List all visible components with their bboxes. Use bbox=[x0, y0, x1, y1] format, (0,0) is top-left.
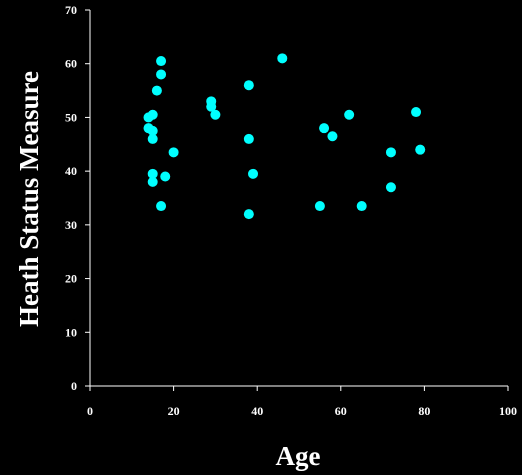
data-point bbox=[243, 209, 254, 220]
data-point bbox=[147, 168, 158, 179]
data-point bbox=[206, 101, 217, 112]
y-ticks: 0 10 20 30 40 50 60 70 bbox=[65, 3, 90, 393]
y-tick-label: 30 bbox=[65, 218, 77, 232]
x-tick-label: 40 bbox=[251, 404, 263, 418]
data-point bbox=[151, 85, 162, 96]
data-point bbox=[327, 131, 338, 142]
data-point bbox=[160, 171, 171, 182]
data-point bbox=[147, 125, 158, 136]
x-tick-label: 80 bbox=[418, 404, 430, 418]
data-points bbox=[143, 53, 426, 220]
data-point bbox=[385, 147, 396, 158]
data-point bbox=[248, 168, 259, 179]
y-axis-title: Heath Status Measure bbox=[14, 71, 44, 327]
data-point bbox=[314, 201, 325, 212]
data-point bbox=[277, 53, 288, 64]
x-axis-title: Age bbox=[276, 441, 321, 471]
data-point bbox=[319, 123, 330, 134]
data-point bbox=[344, 109, 355, 120]
data-point bbox=[156, 201, 167, 212]
axes bbox=[89, 10, 508, 387]
x-ticks: 0 20 40 60 80 100 bbox=[87, 386, 517, 418]
y-tick-label: 0 bbox=[71, 379, 77, 393]
data-point bbox=[168, 147, 179, 158]
data-point bbox=[415, 144, 426, 155]
x-tick-label: 20 bbox=[168, 404, 180, 418]
data-point bbox=[156, 69, 167, 80]
data-point bbox=[210, 109, 221, 120]
y-tick-label: 20 bbox=[65, 272, 77, 286]
data-point bbox=[147, 109, 158, 120]
y-tick-label: 40 bbox=[65, 164, 77, 178]
x-tick-label: 60 bbox=[335, 404, 347, 418]
data-point bbox=[147, 133, 158, 144]
data-point bbox=[147, 176, 158, 187]
y-tick-label: 50 bbox=[65, 110, 77, 124]
x-tick-label: 100 bbox=[499, 404, 517, 418]
data-point bbox=[385, 182, 396, 193]
y-tick-label: 60 bbox=[65, 57, 77, 71]
data-point bbox=[243, 133, 254, 144]
data-point bbox=[156, 56, 167, 67]
data-point bbox=[411, 107, 422, 118]
x-tick-label: 0 bbox=[87, 404, 93, 418]
y-tick-label: 10 bbox=[65, 325, 77, 339]
y-tick-label: 70 bbox=[65, 3, 77, 17]
data-point bbox=[356, 201, 367, 212]
data-point bbox=[243, 80, 254, 91]
